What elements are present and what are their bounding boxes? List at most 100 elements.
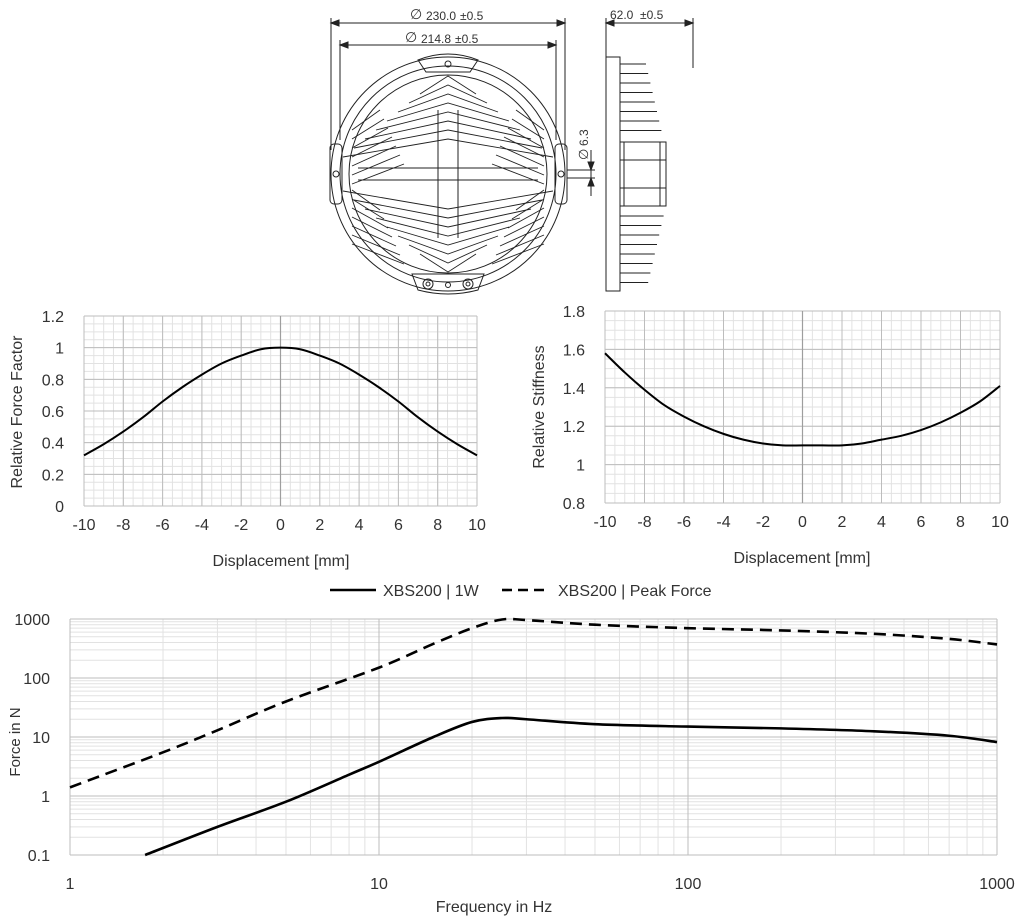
x-tick-label: 1000 [979, 876, 1015, 893]
fin-left [351, 163, 405, 185]
fin-left [351, 234, 401, 256]
x-tick-label: 2 [315, 517, 324, 534]
fin-bottom [386, 226, 510, 246]
force-factor-ylabel: Relative Force Factor [9, 335, 26, 489]
mount-lug-left [329, 143, 343, 205]
fin-right [511, 118, 545, 140]
x-tick-label: 0 [276, 517, 285, 534]
cross-bar-vertical [437, 110, 459, 238]
side-flange [605, 56, 621, 292]
y-tick-label: 0.6 [42, 404, 64, 421]
terminal-right-core [465, 281, 471, 287]
dimension-labels: ∅ 230.0 ±0.5 ∅ 214.8 ±0.5 62.0 ±0.5 ∅ 6.… [405, 6, 664, 160]
fin-left [351, 154, 401, 176]
x-tick-label: 0 [798, 514, 807, 531]
series-line-peak-force [69, 617, 998, 789]
y-tick-label: 1.6 [563, 342, 585, 359]
x-tick-label: 10 [370, 876, 388, 893]
fin-bottom [342, 190, 554, 210]
terminal-left-core [425, 281, 431, 287]
inner-diameter-value: 214.8 [421, 32, 451, 46]
legend: XBS200 | 1W XBS200 | Peak Force [330, 583, 712, 600]
side-magnet [619, 141, 667, 207]
y-tick-label: 1.2 [42, 309, 64, 326]
x-tick-label: 10 [468, 517, 486, 534]
fin-right [507, 127, 545, 149]
y-tick-label: 10 [32, 730, 50, 747]
series-line-0 [83, 346, 478, 457]
force-factor-xlabel: Displacement [mm] [213, 553, 350, 570]
dim-arrow-depth-left [604, 19, 615, 27]
legend-label-1w: XBS200 | 1W [383, 583, 480, 600]
y-tick-label: 0.4 [42, 436, 64, 453]
side-magnet-inner [620, 142, 666, 206]
dim-arrow-outer-right [556, 19, 567, 27]
flange-outer-ring [330, 56, 566, 292]
y-tick-label: 1 [41, 789, 50, 806]
x-tick-label: 6 [394, 517, 403, 534]
outer-diameter-value: 230.0 [426, 9, 456, 23]
fin-top [342, 138, 554, 158]
fin-right [495, 234, 545, 256]
x-tick-label: -4 [195, 517, 209, 534]
x-tick-label: 8 [433, 517, 442, 534]
x-tick-label: -6 [677, 514, 691, 531]
fin-right [503, 216, 545, 238]
hole-diameter-value: 6.3 [577, 129, 591, 146]
x-tick-label: -6 [155, 517, 169, 534]
fin-right [515, 109, 545, 131]
fin-right [503, 136, 545, 158]
dim-line-inner [339, 40, 557, 140]
y-tick-label: 0.1 [28, 848, 50, 865]
x-tick-label: 10 [991, 514, 1009, 531]
fin-top [408, 84, 488, 104]
stiffness-chart: -10 -8 -6 -4 -2 0 2 4 6 8 10 0.8 1 1.2 1.4 1.6 1.8 Displ… [531, 304, 1009, 567]
y-tick-label: 1 [576, 458, 585, 475]
flange-inner-ring [339, 65, 557, 283]
x-tick-label: -2 [756, 514, 770, 531]
fin-bottom [397, 235, 499, 255]
y-tick-label: 1000 [14, 612, 50, 629]
fin-bottom [408, 244, 488, 264]
stiffness-xlabel: Displacement [mm] [734, 550, 871, 567]
fin-top [375, 111, 521, 131]
fin-left [351, 145, 397, 167]
terminal-left [422, 278, 434, 290]
x-tick-label: 4 [355, 517, 364, 534]
top-tab-hole [444, 60, 452, 68]
y-tick-label: 1.8 [563, 304, 585, 321]
dim-arrow-inner-left [338, 41, 349, 49]
inner-diameter-tolerance: ±0.5 [455, 32, 479, 46]
fin-right [499, 225, 545, 247]
fin-top [353, 129, 543, 149]
depth-value: 62.0 [610, 8, 634, 22]
fin-right [495, 154, 545, 176]
bottom-tab [411, 273, 485, 295]
x-tick-label: 2 [838, 514, 847, 531]
dim-arrow-hole-bottom [587, 176, 595, 187]
x-tick-label: -4 [716, 514, 730, 531]
x-tick-label: 6 [917, 514, 926, 531]
outer-diameter-tolerance: ±0.5 [460, 9, 484, 23]
dim-arrow-depth-right [684, 19, 695, 27]
x-tick-label: -8 [116, 517, 130, 534]
force-factor-chart: -10 -8 -6 -4 -2 0 2 4 6 8 10 0 0.2 0.4 0.6 0.8 1 1.2 Disp… [9, 309, 486, 570]
hole-diameter-symbol: ∅ [576, 149, 591, 160]
x-tick-label: -2 [234, 517, 248, 534]
outer-diameter-symbol: ∅ [410, 6, 422, 22]
series-line-0 [604, 352, 1001, 447]
terminal-right [462, 278, 474, 290]
x-tick-label: 1 [66, 876, 75, 893]
depth-tolerance: ±0.5 [640, 8, 664, 22]
fin-left [351, 243, 405, 265]
y-tick-label: 1.2 [563, 419, 585, 436]
fin-left [351, 207, 389, 229]
fin-top [386, 102, 510, 122]
dim-arrow-hole-top [587, 161, 595, 172]
y-tick-label: 0.8 [563, 496, 585, 513]
fin-top [397, 93, 499, 113]
series-line-1w [144, 716, 998, 857]
dim-line-depth [605, 18, 694, 68]
dim-arrow-outer-left [329, 19, 340, 27]
